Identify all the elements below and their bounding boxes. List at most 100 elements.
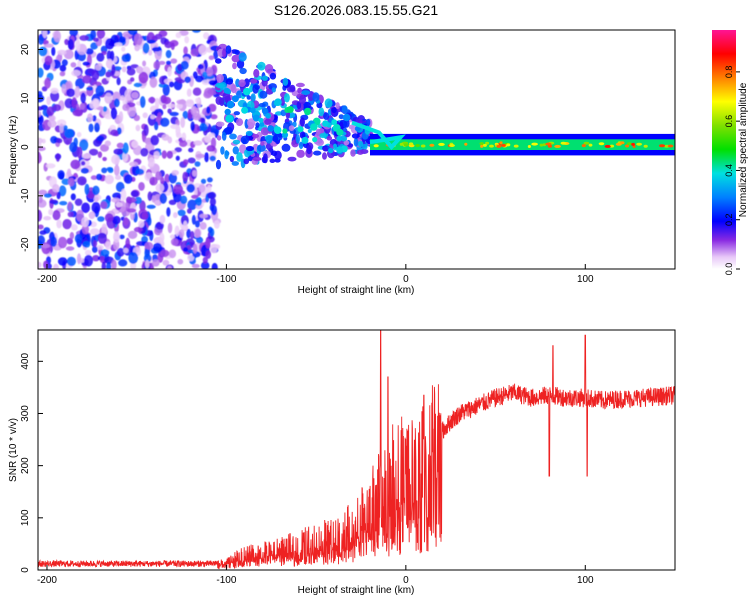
heatmap-signal-blob (261, 78, 268, 87)
heatmap-signal-blob (296, 101, 302, 110)
heatmap-carrier-peak (604, 144, 611, 148)
heatmap-carrier-peak (626, 142, 633, 146)
heatmap-noise-blob (174, 225, 180, 237)
heatmap-signal-peak (265, 113, 272, 119)
heatmap-signal-blob (263, 153, 268, 162)
heatmap-noise-blob (188, 147, 194, 153)
heatmap-signal-blob (269, 158, 276, 163)
heatmap-noise-blob (82, 61, 91, 66)
colorbar-tick-label: 0.4 (724, 164, 734, 177)
heatmap-noise-blob (134, 44, 140, 52)
heatmap-signal-blob (356, 149, 364, 155)
heatmap-carrier-peak (545, 142, 552, 146)
colorbar-tick-label: 0.8 (724, 66, 734, 79)
heatmap-noise-blob (154, 33, 163, 40)
heatmap-signal-blob (322, 152, 327, 160)
heatmap-noise-blob (46, 106, 55, 117)
heatmap-noise-blob (148, 49, 153, 56)
heatmap-signal-peak (342, 113, 351, 122)
heatmap-signal-blob (354, 126, 361, 132)
heatmap-noise-blob (167, 265, 172, 269)
snr-y-tick-label: 0 (20, 567, 31, 573)
heatmap-noise-blob (200, 261, 210, 269)
heatmap-noise-blob (114, 42, 123, 47)
heatmap-noise-blob (162, 104, 167, 110)
heatmap-noise-blob (206, 184, 212, 194)
heatmap-noise-blob (131, 91, 139, 99)
heatmap-noise-blob (159, 214, 166, 224)
heatmap-noise-blob (119, 95, 126, 101)
heatmap-noise-blob (59, 123, 64, 134)
heatmap-carrier-peak (500, 143, 506, 147)
heatmap-noise-blob (51, 46, 56, 57)
heatmap-noise-blob (116, 77, 121, 86)
heatmap-signal-blob (292, 121, 297, 128)
heatmap-carrier-peak (667, 144, 674, 148)
heatmap-signal-blob (280, 97, 286, 106)
heatmap-signal-blob (258, 103, 266, 107)
heatmap-signal-blob (357, 140, 364, 148)
heatmap-signal-blob (224, 126, 233, 135)
heatmap-noise-blob (180, 195, 188, 205)
heatmap-noise-blob (138, 71, 149, 84)
heatmap-noise-blob (130, 64, 139, 69)
heatmap-noise-blob (176, 103, 183, 109)
heatmap-signal-blob (261, 75, 268, 81)
heatmap-noise-blob (90, 30, 97, 40)
heatmap-noise-blob (170, 124, 180, 130)
heatmap-noise-blob (187, 157, 196, 164)
heatmap-signal-blob (319, 133, 327, 139)
heatmap-signal-blob (347, 143, 354, 148)
heatmap-signal-blob (295, 82, 305, 88)
heatmap-signal-blob (331, 106, 337, 114)
heatmap-signal-blob (341, 136, 347, 142)
snr-y-tick-label: 400 (20, 353, 31, 370)
heatmap-x-ticks: -200 -100 0 100 (37, 264, 594, 285)
heatmap-noise-blob (206, 106, 211, 114)
heatmap-signal-blob (222, 48, 227, 58)
heatmap-noise-blob (80, 167, 89, 174)
heatmap-noise-blobs (38, 30, 221, 269)
heatmap-noise-blob (39, 230, 47, 235)
heatmap-noise-blob (192, 243, 198, 254)
heatmap-noise-blob (151, 47, 162, 52)
heatmap-noise-blob (90, 42, 98, 50)
heatmap-noise-blob (192, 170, 197, 177)
colorbar-ticks: 0.0 0.2 0.4 0.6 0.8 (724, 66, 740, 275)
heatmap-noise-blob (47, 119, 57, 128)
snr-x-tick-label: 0 (403, 575, 409, 586)
heatmap-signal-blob (288, 113, 296, 118)
heatmap-noise-blob (161, 134, 170, 141)
heatmap-noise-blob (179, 140, 188, 147)
heatmap-noise-blob (104, 140, 112, 147)
heatmap-noise-blob (190, 48, 199, 57)
heatmap-noise-blob (113, 231, 120, 243)
heatmap-signal-blob (221, 131, 227, 141)
heatmap-carrier-peak (658, 144, 666, 148)
heatmap-noise-blob (119, 234, 125, 240)
heatmap-noise-blob (106, 261, 112, 269)
heatmap-noise-blob (77, 176, 87, 186)
heatmap-carrier-peak (438, 142, 445, 146)
heatmap-noise-blob (104, 213, 114, 223)
heatmap-signal-blob (271, 87, 276, 93)
heatmap-noise-blob (61, 84, 67, 94)
heatmap-noise-blob (67, 201, 73, 211)
heatmap-signal-peak (274, 98, 282, 106)
heatmap-signal-blob (295, 134, 300, 144)
heatmap-noise-blob (122, 103, 130, 111)
heatmap-noise-blob (53, 263, 59, 269)
heatmap-noise-blob (184, 76, 191, 83)
heatmap-noise-blob (69, 232, 75, 240)
heatmap-noise-blob (180, 60, 189, 70)
heatmap-noise-blob (127, 30, 138, 36)
heatmap-noise-blob (123, 247, 129, 254)
heatmap-noise-blob (207, 226, 213, 233)
heatmap-noise-blob (75, 78, 85, 89)
heatmap-noise-blob (91, 246, 98, 253)
heatmap-noise-blob (58, 185, 67, 197)
heatmap-noise-blob (38, 224, 44, 230)
heatmap-noise-blob (160, 117, 170, 127)
heatmap-noise-blob (97, 232, 107, 244)
heatmap-signal-blob (235, 118, 244, 126)
